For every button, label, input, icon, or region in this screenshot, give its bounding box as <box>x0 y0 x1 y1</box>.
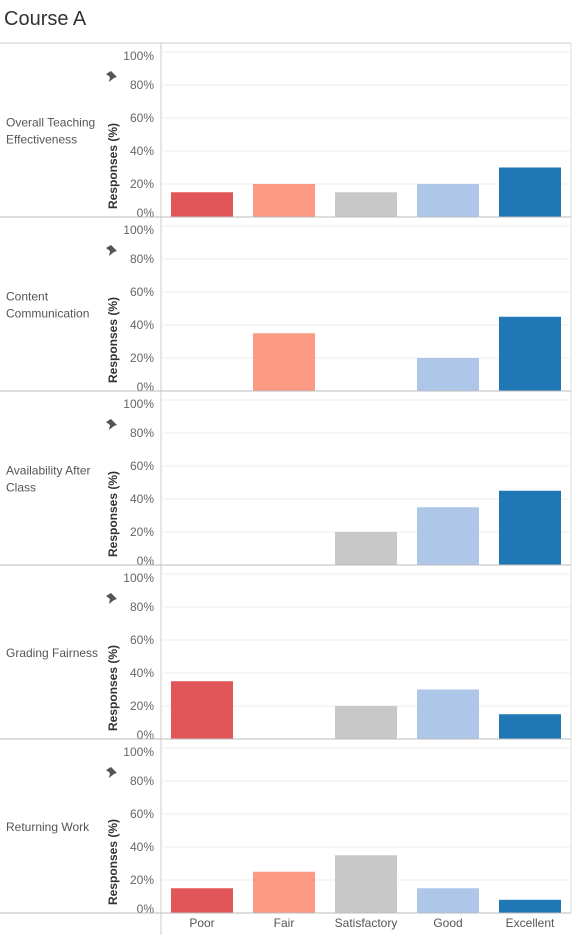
row-label-line: Communication <box>6 307 89 321</box>
y-tick-label: 80% <box>130 774 154 788</box>
y-axis-title: Responses (%) <box>106 297 120 383</box>
row-label: Availability After Class <box>6 464 91 495</box>
bar <box>499 899 561 913</box>
y-axis-title: Responses (%) <box>106 645 120 731</box>
y-tick-label: 20% <box>130 525 154 539</box>
y-tick-label: 100% <box>123 49 154 63</box>
pin-icon <box>106 71 117 82</box>
y-tick-label: 100% <box>123 223 154 237</box>
y-tick-label: 80% <box>130 78 154 92</box>
y-tick-label: 80% <box>130 426 154 440</box>
x-category-label: Satisfactory <box>335 916 398 930</box>
row-label-line: Overall Teaching <box>6 116 95 130</box>
row-label-line: Content <box>6 290 49 304</box>
y-tick-label: 40% <box>130 666 154 680</box>
row-label-line: Availability After <box>6 464 91 478</box>
row-label: Returning Work <box>6 820 90 834</box>
x-category-label: Excellent <box>506 916 555 930</box>
y-tick-label: 40% <box>130 492 154 506</box>
y-tick-label: 100% <box>123 745 154 759</box>
row-label-line: Grading Fairness <box>6 646 98 660</box>
y-tick-label: 60% <box>130 459 154 473</box>
y-tick-label: 0% <box>137 554 155 568</box>
bar <box>253 333 315 391</box>
y-tick-label: 40% <box>130 318 154 332</box>
y-tick-label: 20% <box>130 699 154 713</box>
bar <box>335 532 397 565</box>
y-tick-label: 100% <box>123 571 154 585</box>
bar <box>335 855 397 913</box>
bar <box>171 192 233 217</box>
bar <box>499 490 561 565</box>
pin-icon <box>106 767 117 778</box>
y-tick-label: 40% <box>130 840 154 854</box>
y-axis-title: Responses (%) <box>106 123 120 209</box>
bar <box>417 184 479 217</box>
y-axis-title: Responses (%) <box>106 819 120 905</box>
y-tick-label: 40% <box>130 144 154 158</box>
bar <box>417 689 479 739</box>
y-axis-title: Responses (%) <box>106 471 120 557</box>
pin-icon <box>106 419 117 430</box>
bar <box>335 706 397 739</box>
page-title: Course A <box>4 8 87 30</box>
row-label-line: Returning Work <box>6 820 90 834</box>
pin-icon <box>106 593 117 604</box>
bar <box>253 871 315 913</box>
bar <box>417 507 479 565</box>
y-tick-label: 0% <box>137 902 155 916</box>
y-tick-label: 60% <box>130 285 154 299</box>
y-tick-label: 0% <box>137 380 155 394</box>
y-tick-label: 20% <box>130 351 154 365</box>
bar <box>499 714 561 739</box>
x-category-label: Poor <box>189 916 214 930</box>
y-tick-label: 20% <box>130 177 154 191</box>
row-label: Overall Teaching Effectiveness <box>6 116 95 147</box>
bar <box>253 184 315 217</box>
y-tick-label: 60% <box>130 111 154 125</box>
bar <box>171 888 233 913</box>
row-label: Content Communication <box>6 290 89 321</box>
bar <box>335 192 397 217</box>
x-category-label: Fair <box>274 916 295 930</box>
row-label-line: Class <box>6 481 36 495</box>
y-tick-label: 0% <box>137 728 155 742</box>
y-tick-label: 100% <box>123 397 154 411</box>
row-label-line: Effectiveness <box>6 133 77 147</box>
bar <box>499 167 561 217</box>
y-tick-label: 20% <box>130 873 154 887</box>
bar <box>171 681 233 739</box>
bar <box>417 888 479 913</box>
pin-icon <box>106 245 117 256</box>
y-tick-label: 80% <box>130 252 154 266</box>
y-tick-label: 0% <box>137 206 155 220</box>
y-tick-label: 80% <box>130 600 154 614</box>
row-label: Grading Fairness <box>6 646 98 660</box>
y-tick-label: 60% <box>130 807 154 821</box>
y-tick-label: 60% <box>130 633 154 647</box>
bar <box>417 358 479 391</box>
bar <box>499 316 561 391</box>
x-category-label: Good <box>433 916 462 930</box>
